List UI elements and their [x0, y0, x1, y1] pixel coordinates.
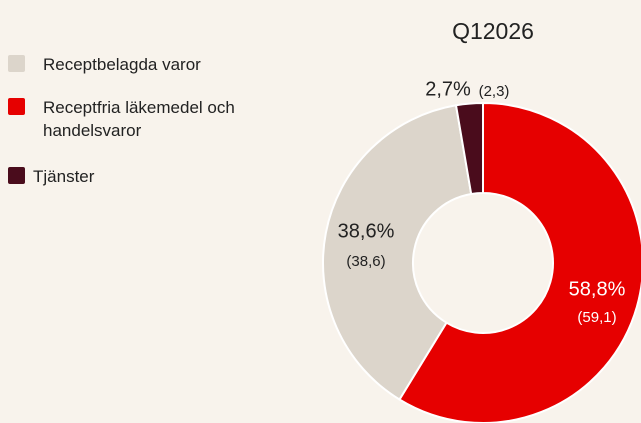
legend-swatch	[8, 55, 25, 72]
donut-segment	[322, 104, 473, 401]
previous-label: (2,3)	[479, 83, 510, 100]
previous-label: (38,6)	[346, 253, 385, 270]
legend-label: Receptfria läkemedel och handelsvaror	[43, 98, 235, 140]
legend-item: Receptfria läkemedel och handelsvaror	[8, 96, 273, 142]
chart-title: Q12026	[452, 18, 534, 44]
data-label: 38,6%	[338, 220, 395, 242]
legend-label: Tjänster	[33, 167, 95, 186]
legend-swatch	[8, 98, 25, 115]
previous-label: (59,1)	[577, 309, 616, 326]
legend-swatch	[8, 167, 25, 184]
data-label: 58,8%	[569, 278, 626, 300]
legend-item: Receptbelagda varor	[8, 53, 273, 76]
data-label: 2,7%	[425, 78, 471, 100]
donut-segment	[454, 101, 484, 196]
legend-label: Receptbelagda varor	[43, 55, 201, 74]
legend-item: Tjänster	[8, 165, 263, 188]
